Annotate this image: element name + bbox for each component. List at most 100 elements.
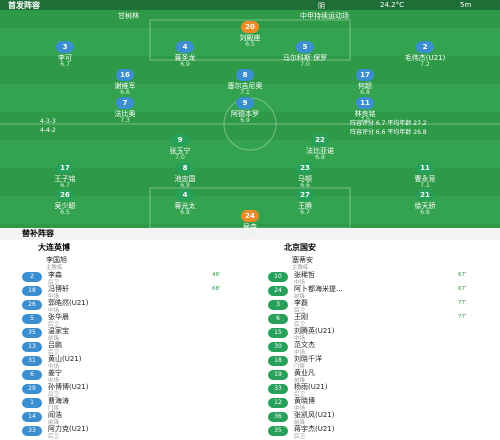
temperature: 24.2°C — [380, 1, 404, 9]
player-number: 5 — [296, 41, 314, 53]
sub-position: 前锋 — [294, 420, 306, 426]
sub-number: 33 — [22, 426, 42, 436]
player-name: 马尔科斯·保罗 — [282, 54, 328, 62]
sub-name: 温家宝 — [48, 327, 69, 335]
sub-number: 33 — [268, 384, 288, 394]
sub-number: 6 — [268, 314, 288, 324]
sub-number: 35 — [22, 328, 42, 338]
sub-position: 中场 — [294, 280, 306, 286]
sub-number: 26 — [22, 300, 42, 310]
player-name: 徐天骄 — [414, 202, 436, 210]
sub-position: 中场 — [294, 406, 306, 412]
sub-number: 14 — [22, 412, 42, 422]
sub-name: 张凯风(U21) — [294, 411, 335, 419]
player-number: 8 — [176, 162, 194, 174]
player-number: 24 — [241, 210, 259, 222]
player-name: 蒋圣龙 — [174, 54, 196, 62]
player-number: 27 — [296, 189, 314, 201]
player-name: 吴少聪 — [54, 202, 76, 210]
player-rating: 7.0 — [360, 117, 370, 124]
player-name: 法比奥 — [114, 110, 136, 118]
sub-position: 后卫 — [294, 308, 306, 314]
team-stats: 阵容评分 6.6 平均年龄 26.8 — [350, 129, 427, 136]
sub-position: 后卫 — [48, 322, 60, 328]
sub-position: 后卫 — [294, 434, 306, 440]
player-rating: 6.9 — [180, 61, 190, 68]
player-number: 26 — [56, 189, 74, 201]
sub-name: 杨雨(U21) — [294, 383, 328, 391]
sub-number: 35 — [268, 426, 288, 436]
sub-number: 29 — [22, 384, 42, 394]
sub-position: 门将 — [294, 364, 306, 370]
sub-name: 张稀哲 — [294, 271, 315, 279]
player-rating: 6.7 — [300, 209, 310, 216]
player-number: 4 — [176, 41, 194, 53]
player-rating: 6.9 — [245, 230, 255, 237]
player-name: 毛伟杰(U21) — [404, 54, 446, 62]
player-number: 20 — [241, 21, 259, 33]
formation: 4-3-3 — [40, 118, 56, 125]
player-number: 4 — [176, 189, 194, 201]
sub-position: 门将 — [48, 406, 60, 412]
sub-position: 中场 — [48, 378, 60, 384]
player-rating: 7.3 — [120, 117, 130, 124]
sub-name: 阎浩 — [48, 411, 62, 419]
sub-position: 中场 — [48, 364, 60, 370]
sub-name: 刘晓千洋 — [294, 355, 322, 363]
player-name: 林良铭 — [354, 110, 376, 118]
sub-event: 68' — [212, 286, 221, 292]
sub-name: 孙博博(U21) — [48, 383, 89, 391]
player-rating: 6.7 — [60, 61, 70, 68]
sub-number: 19 — [268, 370, 288, 380]
sub-number: 6 — [22, 370, 42, 380]
player-rating: 6.9 — [240, 117, 250, 124]
sub-number: 15 — [268, 328, 288, 338]
coach-role: 主教练 — [46, 265, 63, 271]
sub-number: 13 — [22, 342, 42, 352]
wind: 5m — [460, 1, 472, 9]
player-name: 阿德本罗 — [231, 110, 259, 118]
sub-position: 中场 — [294, 350, 306, 356]
player-name: 池忠国 — [174, 175, 196, 183]
sub-event: 77' — [458, 300, 467, 306]
player-number: 11 — [416, 162, 434, 174]
sub-position: 后卫 — [294, 392, 306, 398]
sub-name: 张华晨 — [48, 313, 69, 321]
player-name: 何超 — [358, 82, 372, 90]
pitch-lines — [0, 0, 500, 228]
sub-number: 5 — [22, 314, 42, 324]
sub-position: 后卫 — [48, 350, 60, 356]
sub-name: 曹海涛 — [48, 397, 69, 405]
player-number: 3 — [56, 41, 74, 53]
player-rating: 6.6 — [300, 182, 310, 189]
sub-number: 2 — [22, 272, 42, 282]
player-number: 16 — [116, 69, 134, 81]
formation: 4-4-2 — [40, 127, 56, 134]
sub-number: 1 — [22, 398, 42, 408]
player-number: 7 — [116, 97, 134, 109]
sub-number: 31 — [22, 356, 42, 366]
player-name: 王腾 — [298, 202, 312, 210]
sub-name: 李磊 — [294, 299, 308, 307]
sub-name: 吕鹏 — [48, 341, 62, 349]
player-rating: 7.2 — [420, 61, 430, 68]
player-rating: 7.0 — [300, 61, 310, 68]
player-name: 张玉宁 — [169, 147, 191, 155]
sub-position: 后卫 — [48, 280, 60, 286]
sub-name: 刘腾英(U21) — [294, 327, 335, 335]
player-number: 22 — [311, 134, 329, 146]
player-name: 蒋光太 — [174, 202, 196, 210]
player-number: 23 — [296, 162, 314, 174]
sub-position: 后卫 — [294, 322, 306, 328]
team-stats: 阵容评分 6.7 平均年龄 27.2 — [350, 120, 427, 127]
sub-event: 67' — [458, 272, 467, 278]
sub-position: 前锋 — [48, 336, 60, 342]
player-number: 2 — [416, 41, 434, 53]
venue: 中甲持续运动场 — [300, 12, 349, 20]
sub-event: 67' — [458, 286, 467, 292]
player-rating: 6.9 — [180, 182, 190, 189]
player-name: 谢维军 — [114, 82, 136, 90]
sub-name: 范文杰 — [294, 341, 315, 349]
sub-name: 郭皓然(U21) — [48, 299, 89, 307]
